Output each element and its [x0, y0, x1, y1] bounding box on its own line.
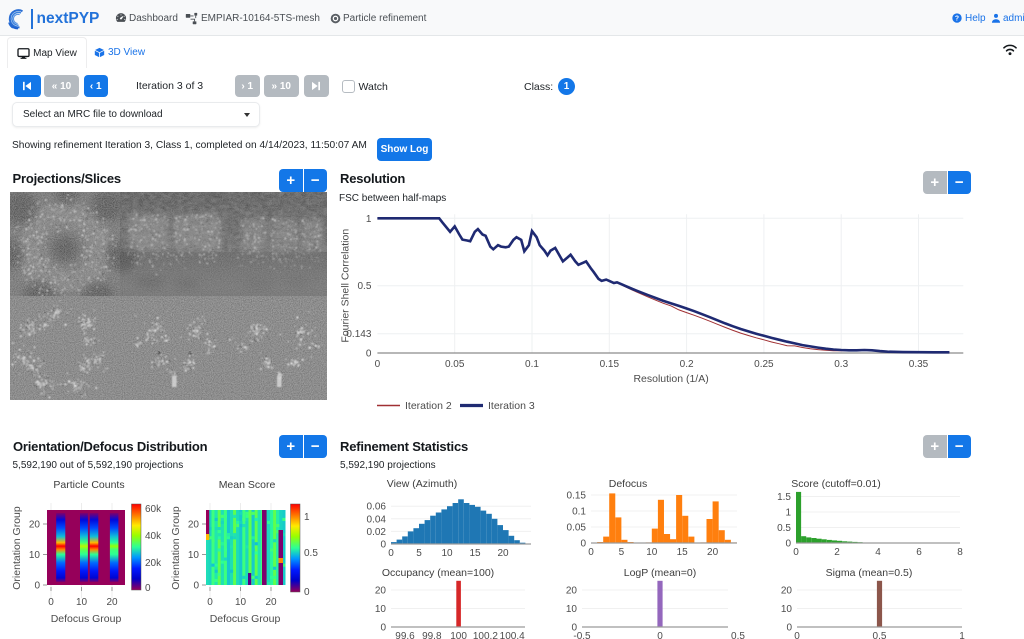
- svg-text:10: 10: [646, 547, 658, 558]
- svg-text:0.1: 0.1: [525, 359, 539, 370]
- svg-text:5: 5: [416, 548, 422, 559]
- svg-text:20: 20: [29, 520, 41, 531]
- svg-text:1: 1: [304, 512, 310, 523]
- svg-text:0.143: 0.143: [346, 329, 371, 340]
- svg-text:20: 20: [497, 548, 509, 559]
- svg-text:0: 0: [34, 581, 40, 592]
- svg-text:0: 0: [793, 547, 799, 558]
- svg-text:0: 0: [388, 548, 394, 559]
- svg-text:6: 6: [916, 547, 922, 558]
- svg-text:20k: 20k: [145, 558, 162, 569]
- svg-text:View (Azimuth): View (Azimuth): [387, 478, 457, 490]
- svg-text:0: 0: [588, 547, 594, 558]
- svg-text:1: 1: [366, 214, 372, 225]
- svg-text:0: 0: [657, 631, 663, 639]
- svg-text:Sigma (mean=0.5): Sigma (mean=0.5): [826, 567, 913, 579]
- svg-text:4: 4: [875, 547, 881, 558]
- svg-text:100: 100: [450, 631, 467, 639]
- svg-text:99.6: 99.6: [395, 631, 415, 639]
- svg-text:20: 20: [188, 520, 200, 531]
- svg-text:15: 15: [677, 547, 689, 558]
- svg-text:0.3: 0.3: [834, 359, 848, 370]
- svg-text:0.2: 0.2: [680, 359, 694, 370]
- svg-text:100.4: 100.4: [500, 631, 525, 639]
- svg-text:Particle Counts: Particle Counts: [53, 479, 124, 491]
- svg-text:15: 15: [469, 548, 481, 559]
- svg-text:0: 0: [304, 587, 310, 598]
- svg-text:20: 20: [566, 586, 578, 597]
- svg-text:60k: 60k: [145, 504, 162, 515]
- svg-text:0.1: 0.1: [572, 507, 586, 518]
- svg-text:Occupancy (mean=100): Occupancy (mean=100): [382, 567, 494, 579]
- svg-text:Mean Score: Mean Score: [219, 479, 276, 491]
- svg-text:0.5: 0.5: [304, 548, 318, 559]
- svg-text:1: 1: [959, 631, 965, 639]
- svg-text:0.02: 0.02: [367, 527, 387, 538]
- svg-text:?: ?: [955, 16, 959, 23]
- svg-text:0: 0: [366, 349, 372, 360]
- svg-text:0.05: 0.05: [445, 359, 465, 370]
- svg-text:Orientation Group: Orientation Group: [11, 506, 23, 590]
- svg-text:20: 20: [375, 586, 387, 597]
- svg-text:1.5: 1.5: [777, 492, 791, 503]
- svg-text:20: 20: [265, 597, 277, 608]
- svg-text:100.2: 100.2: [473, 631, 498, 639]
- svg-text:LogP (mean=0): LogP (mean=0): [624, 567, 696, 579]
- svg-text:10: 10: [441, 548, 453, 559]
- svg-text:Fourier Shell Correlation: Fourier Shell Correlation: [339, 229, 351, 343]
- svg-text:0: 0: [145, 583, 151, 594]
- svg-text:0: 0: [785, 539, 791, 550]
- svg-text:10: 10: [781, 604, 793, 615]
- svg-text:10: 10: [188, 550, 200, 561]
- svg-text:Defocus Group: Defocus Group: [210, 613, 281, 625]
- svg-text:Score (cutoff=0.01): Score (cutoff=0.01): [791, 478, 880, 490]
- svg-text:0.5: 0.5: [777, 523, 791, 534]
- svg-text:Defocus: Defocus: [609, 478, 648, 490]
- svg-text:2: 2: [834, 547, 840, 558]
- svg-text:Defocus Group: Defocus Group: [51, 613, 122, 625]
- svg-text:0: 0: [786, 623, 792, 634]
- svg-text:-0.5: -0.5: [573, 631, 591, 639]
- svg-text:0: 0: [48, 597, 54, 608]
- svg-text:0.15: 0.15: [567, 491, 587, 502]
- svg-text:10: 10: [76, 597, 88, 608]
- svg-text:Iteration 3: Iteration 3: [488, 400, 535, 412]
- svg-text:0: 0: [571, 623, 577, 634]
- svg-text:0.05: 0.05: [567, 523, 587, 534]
- svg-text:Orientation Group: Orientation Group: [170, 506, 182, 590]
- svg-text:0.15: 0.15: [600, 359, 620, 370]
- svg-text:8: 8: [957, 547, 963, 558]
- svg-text:0: 0: [375, 359, 381, 370]
- svg-text:5: 5: [619, 547, 625, 558]
- svg-text:0: 0: [207, 597, 213, 608]
- svg-text:99.8: 99.8: [422, 631, 442, 639]
- svg-text:0.35: 0.35: [909, 359, 929, 370]
- svg-text:20: 20: [106, 597, 118, 608]
- svg-text:0: 0: [380, 623, 386, 634]
- svg-text:0.04: 0.04: [367, 514, 387, 525]
- svg-text:40k: 40k: [145, 531, 162, 542]
- svg-text:0: 0: [794, 631, 800, 639]
- svg-text:1: 1: [785, 508, 791, 519]
- svg-text:0: 0: [580, 539, 586, 550]
- svg-text:Iteration 2: Iteration 2: [405, 400, 452, 412]
- svg-text:0: 0: [193, 581, 199, 592]
- svg-text:10: 10: [375, 604, 387, 615]
- svg-text:0.5: 0.5: [873, 631, 887, 639]
- svg-text:0: 0: [380, 540, 386, 551]
- svg-text:10: 10: [29, 550, 41, 561]
- svg-text:10: 10: [235, 597, 247, 608]
- svg-text:0.25: 0.25: [754, 359, 774, 370]
- svg-text:0.06: 0.06: [367, 502, 387, 513]
- svg-text:20: 20: [781, 586, 793, 597]
- svg-text:20: 20: [707, 547, 719, 558]
- svg-text:10: 10: [566, 604, 578, 615]
- svg-text:Resolution (1/A): Resolution (1/A): [633, 373, 708, 385]
- svg-text:0.5: 0.5: [357, 281, 371, 292]
- svg-text:0.5: 0.5: [731, 631, 745, 639]
